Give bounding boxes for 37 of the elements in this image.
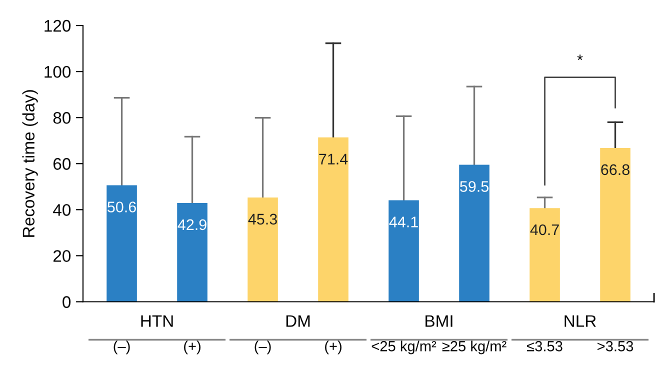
y-tick-label: 20 xyxy=(53,250,71,262)
x-tick-label: ≥25 kg/m² xyxy=(442,340,506,354)
y-tick-label: 120 xyxy=(44,20,71,32)
bar xyxy=(388,200,419,302)
bar xyxy=(248,197,278,302)
data-label: 44.1 xyxy=(389,216,418,228)
x-tick-label: (–) xyxy=(114,340,130,354)
y-tick-label: 40 xyxy=(53,204,71,216)
bar xyxy=(530,208,560,302)
y-tick-label: 100 xyxy=(44,66,71,78)
bar xyxy=(106,185,137,302)
data-label: 59.5 xyxy=(460,181,488,192)
data-label: 66.8 xyxy=(601,164,630,176)
x-tick-label: (+) xyxy=(184,340,200,354)
data-label: 45.3 xyxy=(248,214,277,225)
text: BMI xyxy=(426,315,452,327)
text: NLR xyxy=(564,315,596,327)
x-tick-label: >3.53 xyxy=(598,341,634,352)
data-label: 50.6 xyxy=(108,202,136,212)
bar xyxy=(318,137,348,302)
text: DM xyxy=(286,315,310,327)
y-tick-label: 80 xyxy=(53,112,71,124)
x-tick-label: (+) xyxy=(325,340,342,354)
text: HTN xyxy=(141,315,173,327)
y-axis-title: Recovery time (day) xyxy=(22,90,38,237)
x-tick-label: <25 kg/m² xyxy=(372,340,436,354)
data-label: 42.9 xyxy=(178,219,206,230)
bar xyxy=(177,203,208,302)
bar xyxy=(600,148,630,302)
data-label: 40.7 xyxy=(530,224,559,236)
bar xyxy=(459,164,490,302)
data-label: 71.4 xyxy=(319,154,348,164)
x-tick-label: ≤3.53 xyxy=(527,341,562,352)
y-tick-label: 0 xyxy=(62,296,71,308)
y-tick-label: 60 xyxy=(54,158,71,170)
annotation: * xyxy=(577,54,583,60)
x-tick-label: (–) xyxy=(254,340,271,354)
